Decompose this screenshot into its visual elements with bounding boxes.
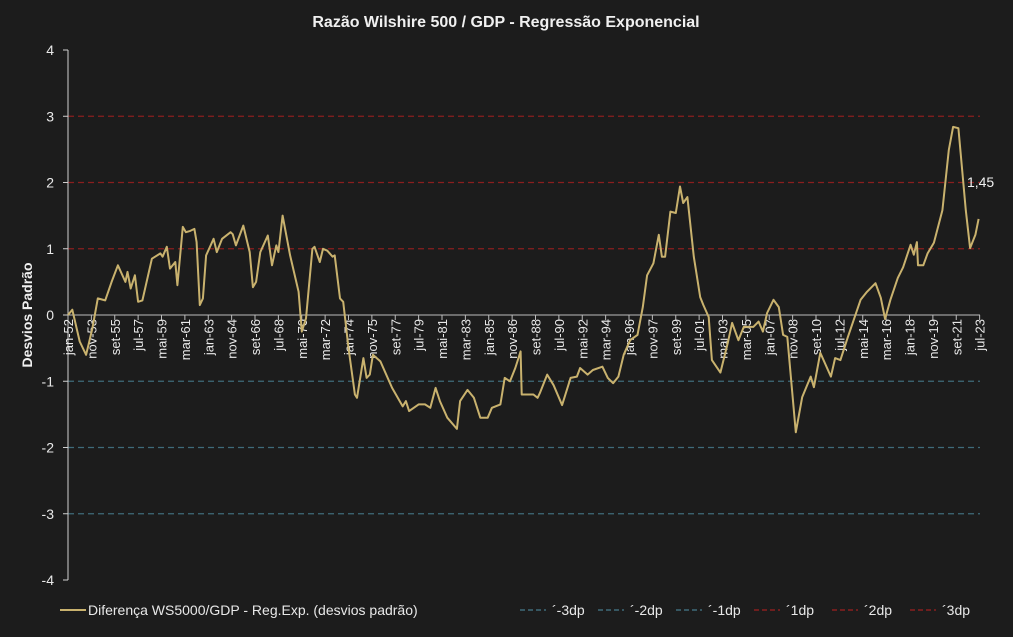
- x-tick-label: mai-81: [435, 319, 450, 359]
- x-tick-label: jan-18: [903, 319, 918, 356]
- y-tick-label: 3: [46, 108, 54, 124]
- x-tick-label: jan-63: [201, 319, 216, 356]
- x-tick-label: nov-08: [786, 319, 801, 359]
- x-tick-label: nov-86: [505, 319, 520, 359]
- x-tick-label: mar-94: [599, 319, 614, 360]
- x-tick-label: set-77: [388, 319, 403, 355]
- x-tick-label: set-99: [669, 319, 684, 355]
- x-tick-label: mai-14: [856, 319, 871, 359]
- y-tick-label: 4: [46, 42, 54, 58]
- x-tick-label: jan-07: [762, 319, 777, 356]
- x-tick-label: mar-16: [879, 319, 894, 360]
- legend-label: ´-3dp: [552, 602, 585, 618]
- x-tick-label: mar-05: [739, 319, 754, 360]
- x-tick-label: nov-19: [926, 319, 941, 359]
- y-tick-label: 2: [46, 175, 54, 191]
- x-tick-label: set-21: [949, 319, 964, 355]
- x-tick-label: jul-90: [552, 319, 567, 352]
- x-tick-label: set-10: [809, 319, 824, 355]
- legend: Diferença WS5000/GDP - Reg.Exp. (desvios…: [60, 602, 970, 618]
- legend-label: ´-2dp: [630, 602, 663, 618]
- legend-label: ´2dp: [864, 602, 892, 618]
- x-tick-label: jul-79: [412, 319, 427, 352]
- y-tick-label: -1: [42, 373, 55, 389]
- legend-label: Diferença WS5000/GDP - Reg.Exp. (desvios…: [88, 602, 418, 618]
- y-tick-label: 1: [46, 241, 54, 257]
- chart-title: Razão Wilshire 500 / GDP - Regressão Exp…: [312, 14, 699, 31]
- y-axis-label: Desvios Padrão: [19, 262, 35, 367]
- legend-label: ´-1dp: [708, 602, 741, 618]
- x-tick-label: mar-83: [458, 319, 473, 360]
- x-tick-label: set-66: [248, 319, 263, 355]
- annotations: 1,45: [967, 174, 994, 190]
- y-tick-label: -3: [42, 506, 55, 522]
- x-tick-label: mar-72: [318, 319, 333, 360]
- x-tick-label: set-88: [529, 319, 544, 355]
- y-axis: -4 -3 -2 -1 0 1 2 3 4: [42, 42, 69, 588]
- x-tick-label: nov-64: [225, 319, 240, 359]
- y-tick-label: -2: [42, 440, 55, 456]
- x-tick-label: nov-97: [645, 319, 660, 359]
- data-label-last-value: 1,45: [967, 174, 994, 190]
- x-tick-label: mar-61: [178, 319, 193, 360]
- legend-label: ´1dp: [786, 602, 814, 618]
- x-tick-label: jul-01: [692, 319, 707, 352]
- x-tick-label: jan-96: [622, 319, 637, 356]
- x-tick-label: mai-92: [575, 319, 590, 359]
- reference-lines: [68, 115, 980, 515]
- x-tick-label: mai-59: [155, 319, 170, 359]
- x-tick-label: jul-68: [271, 319, 286, 352]
- x-tick-label: mai-70: [295, 319, 310, 359]
- series-layer: [67, 125, 980, 434]
- x-tick-label: nov-75: [365, 319, 380, 359]
- y-tick-label: 0: [46, 307, 54, 323]
- x-tick-label: jan-85: [482, 319, 497, 356]
- series-line-diferenca-ws5000-gdp: [67, 125, 980, 434]
- x-tick-label: jan-52: [61, 319, 76, 356]
- x-tick-label: jul-12: [832, 319, 847, 352]
- legend-label: ´3dp: [942, 602, 970, 618]
- x-tick-label: jul-23: [973, 319, 988, 352]
- x-axis: jan-52 nov-53 set-55 jul-57 mai-59 mar-61 jan-…: [61, 314, 988, 360]
- y-tick-label: -4: [42, 572, 55, 588]
- x-tick-label: jul-57: [131, 319, 146, 352]
- x-tick-label: set-55: [108, 319, 123, 355]
